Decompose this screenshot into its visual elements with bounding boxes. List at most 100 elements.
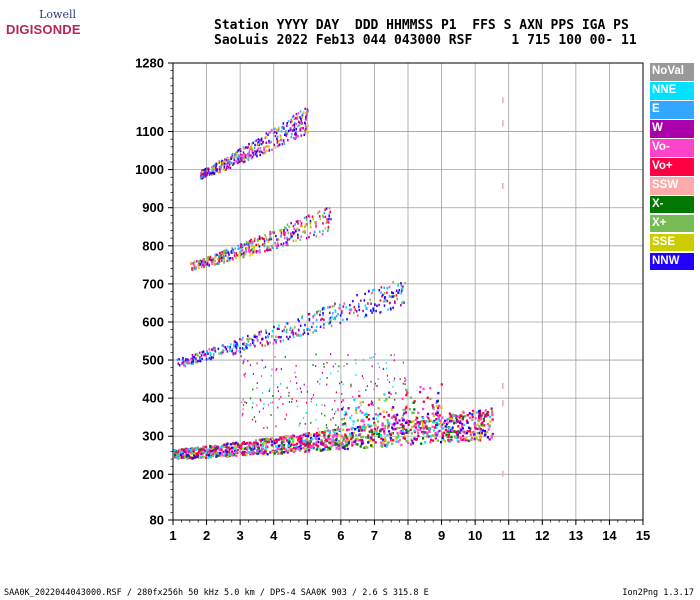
echo-point [251,143,253,146]
echo-point [414,438,417,441]
echo-point [312,331,314,334]
echo-point [273,325,275,329]
echo-point [226,449,229,452]
echo-point [364,425,368,429]
echo-point [371,403,374,407]
echo-point [308,445,311,448]
echo-point [449,419,452,423]
echo-point [245,250,248,253]
echo-point [209,172,212,175]
echo-point [344,433,347,436]
echo-point [397,284,399,287]
echo-point [271,329,274,333]
echo-point [334,399,336,402]
echo-point [346,447,349,451]
echo-point [262,140,265,144]
echo-point [491,410,494,413]
echo-point [199,357,202,361]
echo-point [299,121,301,125]
echo-point [199,177,202,180]
echo-point [443,419,447,423]
echo-point [353,398,356,402]
echo-point [452,419,455,423]
echo-point [239,157,242,160]
echo-point [385,362,387,364]
echo-point [247,158,250,162]
echo-point [321,371,324,374]
echo-point [248,444,251,447]
echo-point [354,359,357,361]
echo-point [227,157,229,160]
echo-point [455,430,459,433]
echo-point [332,365,334,368]
echo-point [270,236,272,240]
echo-point [374,382,376,385]
echo-point [275,369,277,372]
echo-point [476,427,479,431]
echo-point [397,440,400,443]
echo-point [308,318,311,321]
echo-point [286,335,288,339]
echo-point [250,146,252,149]
legend-item-sse: SSE [650,233,694,252]
echo-point [356,437,359,440]
echo-point [290,437,293,440]
echo-point [358,433,362,436]
echo-point [399,304,402,307]
echo-point [252,250,255,254]
echo-point [370,428,373,432]
echo-point [399,378,401,381]
echo-point [256,362,258,365]
echo-point [194,447,197,450]
echo-point [454,415,457,418]
echo-point [255,243,257,247]
echo-point [342,406,344,409]
echo-point [243,157,246,161]
echo-point [292,443,296,447]
echo-point [256,444,259,448]
echo-point [239,253,242,256]
echo-point [212,260,215,264]
echo-point [315,329,318,333]
echo-point [284,133,286,137]
echo-point [230,251,232,254]
echo-point [358,428,361,431]
echo-point [423,426,426,430]
echo-point [265,236,267,239]
echo-point [340,442,343,446]
echo-point [448,430,451,434]
echo-point [194,357,196,361]
echo-point [229,451,232,455]
echo-point [266,426,268,429]
echo-point [278,335,280,339]
echo-point [241,248,244,252]
echo-point [358,394,361,398]
echo-point [263,240,266,243]
echo-point [244,452,248,455]
echo-point [269,437,272,441]
echo-point [273,231,275,235]
echo-point [232,258,234,261]
echo-point [243,360,245,363]
echo-point [225,159,228,162]
echo-point [292,448,295,452]
echo-point [214,346,216,350]
echo-point [194,448,197,451]
echo-point [461,417,464,420]
echo-point [306,390,308,393]
echo-point [332,312,334,315]
echo-point [341,392,343,395]
echo-point [276,135,279,139]
echo-point [435,401,438,405]
echo-point [244,147,246,150]
echo-point [218,451,221,455]
echo-point [278,444,281,448]
y-tick-label: 1000 [135,162,164,177]
echo-point [402,414,404,417]
echo-point [244,372,246,375]
echo-point [457,415,460,418]
echo-point [264,249,266,253]
echo-point [215,451,218,454]
echo-point [244,155,247,159]
echo-point [284,131,287,135]
